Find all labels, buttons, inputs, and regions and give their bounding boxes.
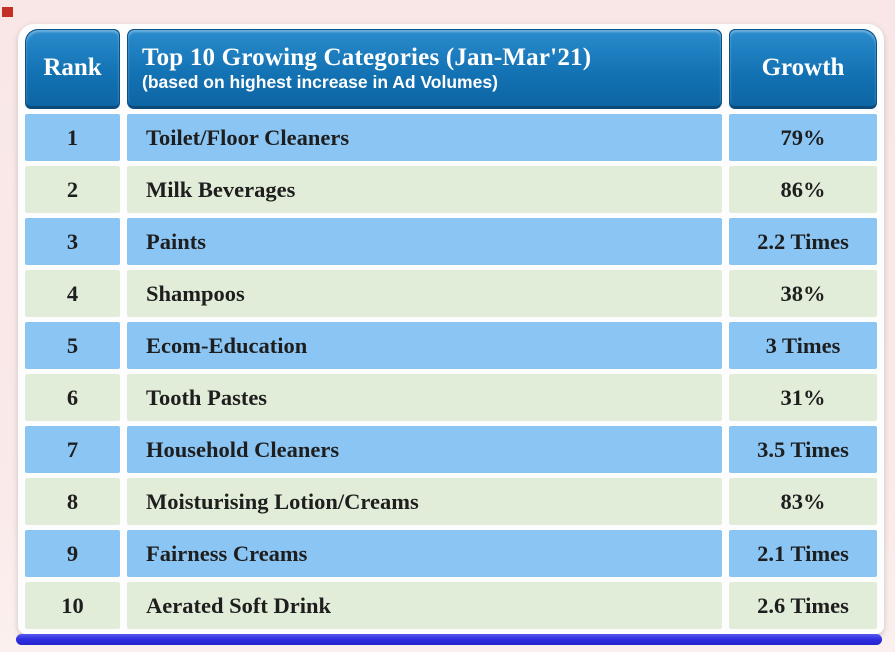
category-cell: Ecom-Education (127, 322, 722, 369)
category-cell: Household Cleaners (127, 426, 722, 473)
growth-cell: 2.6 Times (729, 582, 877, 629)
growth-cell: 83% (729, 478, 877, 525)
table-row: 6 Tooth Pastes 31% (25, 374, 877, 421)
category-cell: Shampoos (127, 270, 722, 317)
bottom-accent-bar (16, 634, 882, 645)
rank-column-header: Rank (25, 29, 120, 109)
table-subtitle: (based on highest increase in Ad Volumes… (142, 71, 498, 92)
table-header-row: Rank Top 10 Growing Categories (Jan-Mar'… (25, 29, 877, 109)
rank-cell: 7 (25, 426, 120, 473)
table-row: 7 Household Cleaners 3.5 Times (25, 426, 877, 473)
category-cell: Moisturising Lotion/Creams (127, 478, 722, 525)
table-row: 4 Shampoos 38% (25, 270, 877, 317)
growth-cell: 31% (729, 374, 877, 421)
growth-cell: 3 Times (729, 322, 877, 369)
growth-cell: 38% (729, 270, 877, 317)
table-row: 2 Milk Beverages 86% (25, 166, 877, 213)
table-row: 9 Fairness Creams 2.1 Times (25, 530, 877, 577)
growth-categories-table-container: Rank Top 10 Growing Categories (Jan-Mar'… (18, 24, 884, 634)
table-row: 1 Toilet/Floor Cleaners 79% (25, 114, 877, 161)
category-cell: Milk Beverages (127, 166, 722, 213)
table-row: 5 Ecom-Education 3 Times (25, 322, 877, 369)
growth-cell: 79% (729, 114, 877, 161)
growth-categories-table: Rank Top 10 Growing Categories (Jan-Mar'… (18, 24, 884, 634)
category-cell: Aerated Soft Drink (127, 582, 722, 629)
rank-cell: 1 (25, 114, 120, 161)
growth-cell: 2.1 Times (729, 530, 877, 577)
rank-cell: 2 (25, 166, 120, 213)
growth-cell: 3.5 Times (729, 426, 877, 473)
rank-cell: 4 (25, 270, 120, 317)
rank-cell: 6 (25, 374, 120, 421)
growth-cell: 86% (729, 166, 877, 213)
category-cell: Tooth Pastes (127, 374, 722, 421)
rank-cell: 3 (25, 218, 120, 265)
rank-cell: 5 (25, 322, 120, 369)
growth-cell: 2.2 Times (729, 218, 877, 265)
table-title: Top 10 Growing Categories (Jan-Mar'21) (142, 43, 592, 71)
rank-cell: 9 (25, 530, 120, 577)
table-row: 8 Moisturising Lotion/Creams 83% (25, 478, 877, 525)
category-cell: Fairness Creams (127, 530, 722, 577)
red-corner-artifact (2, 7, 13, 17)
table-row: 3 Paints 2.2 Times (25, 218, 877, 265)
growth-column-header: Growth (729, 29, 877, 109)
table-row: 10 Aerated Soft Drink 2.6 Times (25, 582, 877, 629)
category-cell: Paints (127, 218, 722, 265)
table-title-header: Top 10 Growing Categories (Jan-Mar'21) (… (127, 29, 722, 109)
category-cell: Toilet/Floor Cleaners (127, 114, 722, 161)
rank-cell: 8 (25, 478, 120, 525)
rank-cell: 10 (25, 582, 120, 629)
